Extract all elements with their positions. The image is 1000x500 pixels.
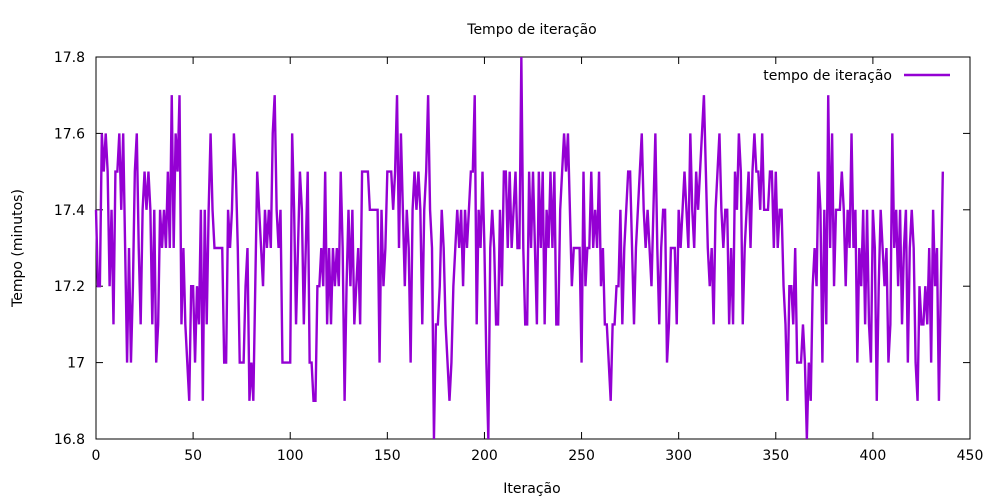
x-axis-title: Iteração	[503, 481, 560, 497]
chart-title: Tempo de iteração	[466, 22, 596, 38]
legend-label: tempo de iteração	[763, 68, 892, 84]
legend: tempo de iteração	[763, 68, 950, 84]
x-tick-labels: 0 50 100 150 200 250 300 350 400 450	[92, 448, 984, 464]
y-tick-label: 17	[67, 356, 85, 372]
x-tick-label: 50	[184, 448, 202, 464]
x-tick-label: 150	[374, 448, 401, 464]
x-tick-label: 350	[762, 448, 789, 464]
x-tick-label: 450	[957, 448, 984, 464]
x-tick-label: 300	[665, 448, 692, 464]
y-tick-labels: 16.8 17 17.2 17.4 17.6 17.8	[54, 50, 85, 448]
y-axis-title: Tempo (minutos)	[10, 189, 26, 308]
x-tick-label: 100	[277, 448, 304, 464]
y-tick-label: 17.8	[54, 50, 85, 66]
x-tick-label: 0	[92, 448, 101, 464]
y-tick-label: 17.4	[54, 203, 85, 219]
x-tick-label: 400	[860, 448, 887, 464]
series-line-tempo-de-iteracao	[94, 56, 945, 440]
x-tick-label: 250	[568, 448, 595, 464]
y-tick-label: 17.2	[54, 279, 85, 295]
x-tick-label: 200	[471, 448, 498, 464]
y-tick-label: 17.6	[54, 126, 85, 142]
y-tick-label: 16.8	[54, 432, 85, 448]
